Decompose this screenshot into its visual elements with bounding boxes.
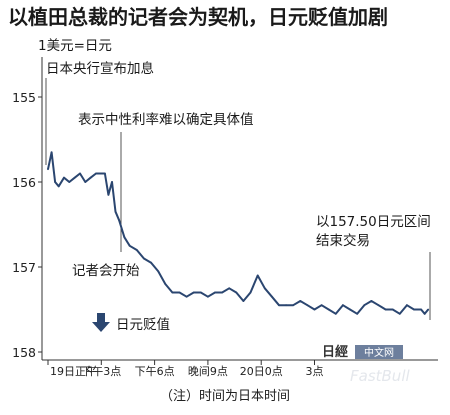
data-point — [320, 304, 323, 307]
data-point — [54, 181, 56, 183]
data-point — [57, 185, 60, 188]
data-point — [256, 274, 259, 277]
data-point — [107, 193, 110, 196]
faint-watermark: FastBull — [350, 367, 410, 385]
data-point — [84, 181, 87, 183]
data-point — [349, 308, 351, 311]
data-point — [377, 304, 380, 307]
y-tick-label: 155 — [12, 90, 36, 105]
down-arrow-icon — [92, 313, 110, 332]
data-point — [221, 291, 224, 294]
footnote: （注）时间为日本时间 — [159, 389, 290, 404]
series-points — [47, 151, 430, 315]
y-tick-label: 158 — [12, 345, 36, 360]
data-point — [50, 151, 53, 154]
data-point — [123, 236, 126, 239]
data-point — [292, 304, 295, 307]
data-point — [242, 300, 245, 302]
data-point — [118, 219, 120, 222]
nikkei-logo: 日經 中文网 — [322, 344, 403, 360]
data-point — [63, 176, 65, 179]
chart-title: 以植田总裁的记者会为契机，日元贬值加剧 — [8, 5, 388, 29]
data-point — [164, 283, 167, 285]
data-point — [89, 176, 92, 179]
x-tick-label: 3点 — [306, 365, 324, 378]
y-unit-label: 1美元=日元 — [38, 38, 112, 54]
x-tick-label: 19日正午 — [50, 365, 97, 378]
data-point — [249, 291, 252, 294]
y-tick-label: 157 — [12, 260, 36, 275]
data-point — [413, 308, 415, 311]
data-point — [398, 312, 401, 315]
data-point — [104, 172, 106, 175]
data-point — [420, 308, 422, 311]
data-point — [128, 244, 131, 247]
data-point — [135, 249, 138, 251]
data-point — [178, 291, 181, 294]
data-point — [370, 300, 373, 302]
data-point — [363, 304, 366, 307]
data-point — [299, 300, 302, 302]
logo-badge: 中文网 — [364, 346, 394, 359]
data-point — [334, 312, 337, 315]
y-tick-label: 156 — [12, 175, 36, 190]
data-point — [306, 304, 309, 307]
x-tick-label: 20日0点 — [240, 365, 283, 378]
data-point — [199, 291, 202, 294]
data-point — [391, 308, 394, 311]
data-point — [384, 308, 387, 311]
data-point — [114, 210, 117, 213]
data-point — [427, 308, 430, 311]
data-point — [406, 304, 408, 307]
data-point — [356, 312, 359, 315]
x-tick-label: 下午3点 — [81, 365, 121, 378]
data-point — [313, 308, 316, 311]
series-line — [47, 151, 429, 315]
annotation-close-trade: 结束交易 — [316, 232, 370, 249]
data-point — [271, 295, 273, 298]
data-point — [263, 287, 266, 290]
x-tick-label: 晚间9点 — [188, 365, 228, 378]
x-tick-label: 下午6点 — [135, 365, 175, 378]
data-point — [207, 295, 209, 298]
data-point — [235, 291, 238, 294]
data-point — [342, 304, 344, 307]
annotation-neutral-rate: 表示中性利率难以确定具体值 — [78, 111, 254, 128]
data-point — [150, 261, 153, 264]
data-point — [143, 257, 145, 260]
data-point — [278, 304, 280, 307]
data-point — [185, 295, 188, 298]
data-point — [423, 312, 426, 315]
data-point — [47, 168, 49, 171]
y-ticks: 155 156 157 158 — [12, 90, 42, 360]
data-point — [171, 291, 174, 294]
data-point — [192, 291, 195, 294]
arrow-label: 日元贬值 — [116, 317, 170, 333]
annotation-boj: 日本央行宣布加息 — [46, 60, 154, 77]
data-point — [327, 308, 330, 311]
annotation-press-start: 记者会开始 — [72, 263, 140, 279]
data-point — [228, 287, 231, 290]
data-point — [157, 270, 160, 273]
data-point — [73, 176, 76, 179]
data-point — [79, 172, 81, 175]
logo-text: 日經 — [322, 344, 348, 360]
data-point — [111, 181, 113, 183]
data-point — [95, 172, 97, 175]
annotation-close-range: 以157.50日元区间 — [316, 214, 431, 230]
data-point — [214, 291, 216, 294]
data-point — [68, 181, 71, 183]
data-point — [285, 304, 287, 307]
data-point — [100, 172, 103, 175]
